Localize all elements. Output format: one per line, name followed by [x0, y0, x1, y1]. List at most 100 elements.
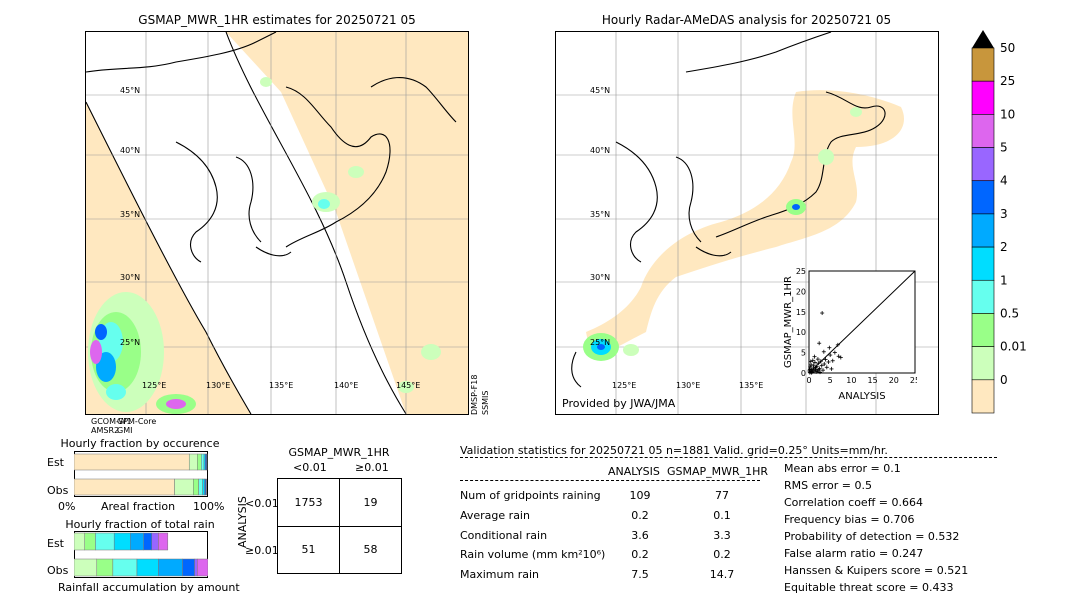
colorbar-segment: [971, 246, 995, 281]
scatter-point: [810, 358, 815, 363]
scatter-point: [818, 359, 823, 364]
bar-segment: [194, 558, 198, 577]
contingency-cell: 1753: [294, 496, 323, 509]
colorbar-label: 25: [1000, 74, 1015, 88]
scatter-ytick: 5: [801, 349, 806, 358]
bar-segment: [95, 532, 115, 551]
score-line: Mean abs error = 0.1: [784, 462, 901, 475]
left-lon-label: 130°E: [206, 381, 230, 390]
scatter-ytick: 10: [796, 328, 806, 337]
validation-row-analysis: 0.2: [631, 509, 649, 522]
scatter-point: [816, 367, 821, 372]
scatter-point: [835, 342, 840, 347]
rain-xlabel: Rainfall accumulation by amount: [58, 581, 240, 594]
bar-segment: [201, 453, 205, 471]
bar-segment: [182, 558, 195, 577]
colorbar-segment: [971, 213, 995, 248]
scatter-point: [809, 362, 814, 367]
colorbar-label: 0.5: [1000, 306, 1019, 320]
bar-segment: [188, 453, 198, 471]
bar-segment: [84, 532, 96, 551]
colorbar-over-arrow: [972, 30, 994, 48]
scatter-point: [820, 368, 825, 373]
colorbar-label: 1: [1000, 273, 1008, 287]
left-map-graphic: 45°N 40°N 35°N 30°N 25°N 125°E 130°E 135…: [86, 32, 468, 414]
scatter-xtick: 0: [806, 376, 811, 385]
left-lat-label: 45°N: [120, 86, 140, 95]
left-lon-label: 135°E: [269, 381, 293, 390]
scatter-point: [817, 341, 822, 346]
right-map-graphic: 45°N 40°N 35°N 30°N 25°N 125°E 130°E 135…: [556, 32, 938, 414]
scatter-point: [818, 370, 823, 375]
swath-label-amsr2: AMSR2: [91, 426, 120, 435]
scatter-ytick: 0: [801, 369, 806, 378]
scatter-point: [816, 361, 821, 366]
scatter-point: [820, 311, 825, 316]
colorbar-label: 0.01: [1000, 340, 1027, 354]
contingency-cell: 19: [363, 496, 378, 509]
bar-segment: [73, 478, 175, 496]
validation-row-gsmap: 0.2: [713, 548, 731, 561]
colorbar-segment: [971, 47, 995, 82]
colorbar-label: 5: [1000, 141, 1008, 155]
left-lon-label: 125°E: [142, 381, 166, 390]
bar-segment: [158, 558, 183, 577]
scatter-point: [811, 363, 816, 368]
colorbar-label: 10: [1000, 107, 1015, 121]
scatter-point: [828, 353, 833, 358]
occ-xlabel: Areal fraction: [101, 500, 176, 513]
scatter-point: [811, 366, 816, 371]
score-line: False alarm ratio = 0.247: [784, 547, 924, 560]
bar-segment: [136, 558, 159, 577]
validation-row-label: Num of gridpoints raining: [460, 489, 601, 502]
right-lat-label: 25°N: [590, 338, 610, 347]
validation-col-gsmap: GSMAP_MWR_1HR: [667, 465, 769, 478]
validation-row-label: Maximum rain: [460, 568, 539, 581]
scatter-ytick: 20: [796, 287, 806, 296]
right-lat-label: 35°N: [590, 210, 610, 219]
bar-segment: [158, 532, 169, 551]
scatter-point: [812, 360, 817, 365]
bar-segment: [73, 558, 98, 577]
right-lon-label: 135°E: [739, 381, 763, 390]
total-rain-title: Hourly fraction of total rain: [65, 518, 215, 531]
validation-row-analysis: 0.2: [631, 548, 649, 561]
occurrence-bars: [73, 451, 208, 497]
validation-row-analysis: 109: [629, 489, 651, 502]
bar-segment: [143, 532, 152, 551]
scatter-point: [812, 354, 817, 359]
rain-label-est: Est: [47, 537, 64, 550]
occ-xtick-0: 0%: [58, 500, 76, 513]
scatter-xtick: 10: [846, 376, 856, 385]
radar-credit: Provided by JWA/JMA: [562, 397, 676, 410]
validation-subdivider: [460, 480, 760, 481]
score-line: Equitable threat score = 0.433: [784, 581, 954, 594]
validation-row-gsmap: 77: [715, 489, 729, 502]
occurrence-title: Hourly fraction by occurence: [60, 437, 220, 450]
left-map-title: GSMAP_MWR_1HR estimates for 20250721 05: [138, 13, 416, 27]
bar-segment: [174, 478, 194, 496]
total-rain-chart: [73, 531, 209, 578]
colorbar: 50 25 10 5 4 3 2 1 0.5 0.01 0: [968, 28, 1038, 418]
score-line: RMS error = 0.5: [784, 479, 872, 492]
bar-segment: [113, 532, 131, 551]
side-label-ssmis: SSMIS: [481, 390, 490, 416]
left-lon-label: 145°E: [396, 381, 420, 390]
contingency-col-header: ≥0.01: [355, 461, 389, 474]
scatter-ytick: 25: [796, 267, 806, 276]
score-line: Frequency bias = 0.706: [784, 513, 915, 526]
contingency-title: GSMAP_MWR_1HR: [288, 446, 390, 459]
right-lon-label: 130°E: [676, 381, 700, 390]
scatter-point: [809, 370, 814, 375]
colorbar-segment: [971, 114, 995, 148]
scatter-xlabel: ANALYSIS: [838, 391, 885, 402]
scatter-xtick: 5: [828, 376, 833, 385]
scatter-point: [808, 364, 813, 369]
scatter-xtick: 25: [910, 376, 917, 385]
colorbar-label: 50: [1000, 41, 1015, 55]
right-lat-label: 40°N: [590, 146, 610, 155]
right-lat-label: 45°N: [590, 86, 610, 95]
scatter-point: [809, 370, 814, 375]
contingency-col-header: <0.01: [293, 461, 327, 474]
left-lat-label: 25°N: [120, 338, 140, 347]
